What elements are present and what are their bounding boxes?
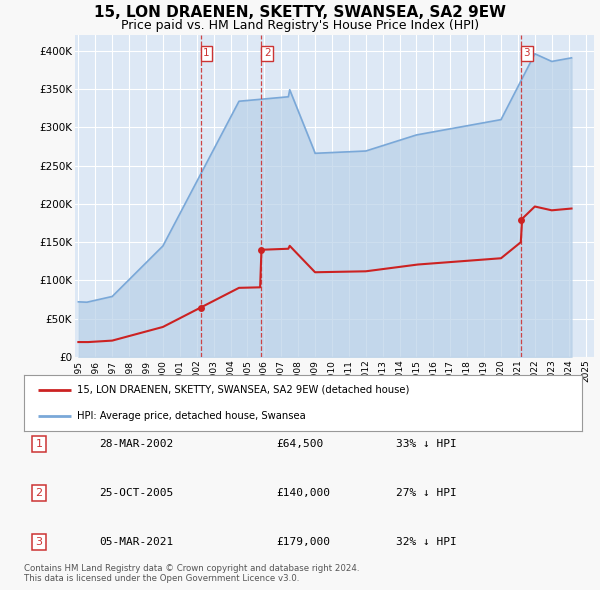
Text: £179,000: £179,000 bbox=[276, 537, 330, 546]
Text: HPI: Average price, detached house, Swansea: HPI: Average price, detached house, Swan… bbox=[77, 411, 306, 421]
Text: 33% ↓ HPI: 33% ↓ HPI bbox=[396, 439, 457, 448]
Text: 15, LON DRAENEN, SKETTY, SWANSEA, SA2 9EW: 15, LON DRAENEN, SKETTY, SWANSEA, SA2 9E… bbox=[94, 5, 506, 19]
Text: 32% ↓ HPI: 32% ↓ HPI bbox=[396, 537, 457, 546]
Text: Price paid vs. HM Land Registry's House Price Index (HPI): Price paid vs. HM Land Registry's House … bbox=[121, 19, 479, 32]
Text: £64,500: £64,500 bbox=[276, 439, 323, 448]
Text: 15, LON DRAENEN, SKETTY, SWANSEA, SA2 9EW (detached house): 15, LON DRAENEN, SKETTY, SWANSEA, SA2 9E… bbox=[77, 385, 409, 395]
Text: 2: 2 bbox=[264, 48, 271, 58]
Text: 05-MAR-2021: 05-MAR-2021 bbox=[99, 537, 173, 546]
Text: Contains HM Land Registry data © Crown copyright and database right 2024.
This d: Contains HM Land Registry data © Crown c… bbox=[24, 563, 359, 583]
Text: 27% ↓ HPI: 27% ↓ HPI bbox=[396, 488, 457, 497]
Text: £140,000: £140,000 bbox=[276, 488, 330, 497]
Text: 28-MAR-2002: 28-MAR-2002 bbox=[99, 439, 173, 448]
Text: 3: 3 bbox=[35, 537, 43, 546]
Text: 25-OCT-2005: 25-OCT-2005 bbox=[99, 488, 173, 497]
Text: 2: 2 bbox=[35, 488, 43, 497]
Text: 3: 3 bbox=[524, 48, 530, 58]
Text: 1: 1 bbox=[203, 48, 210, 58]
Text: 1: 1 bbox=[35, 439, 43, 448]
